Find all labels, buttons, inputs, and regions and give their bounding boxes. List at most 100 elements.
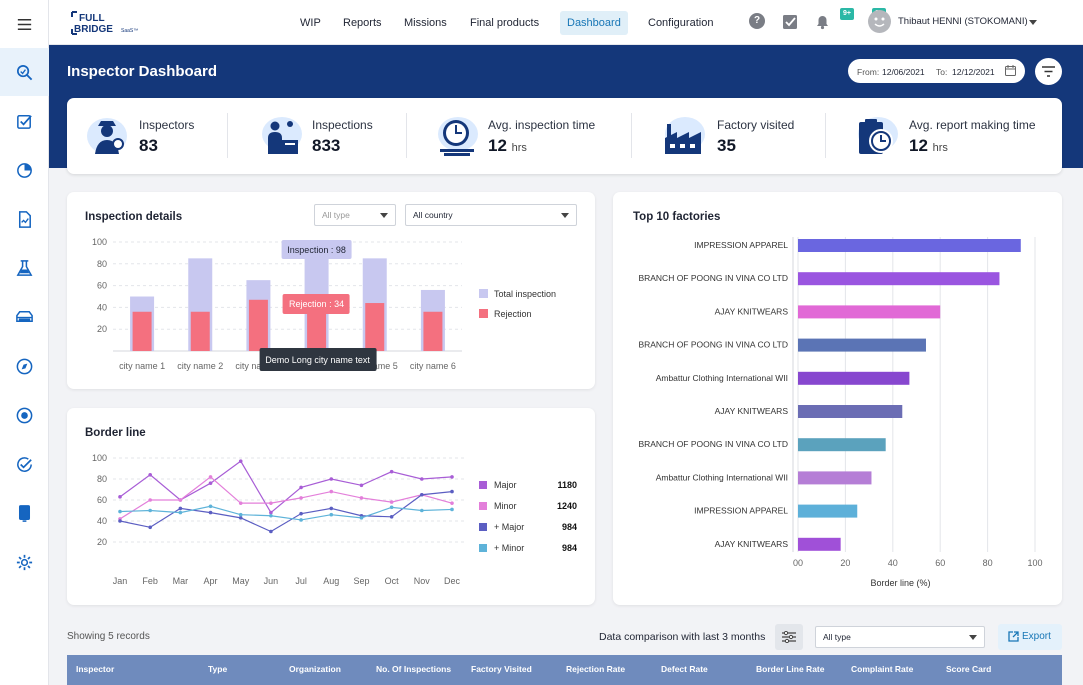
tasks-icon[interactable] xyxy=(782,13,799,30)
clock-icon xyxy=(438,117,478,156)
factory-bar xyxy=(798,438,886,452)
tasks-badge: 9+ xyxy=(840,8,854,20)
menu-icon[interactable] xyxy=(0,0,49,48)
factory-bar xyxy=(798,405,903,418)
app-logo[interactable]: FULL BRIDGE SaaS™ xyxy=(71,9,151,37)
kpi-unit: hrs xyxy=(932,142,948,154)
factory-label: BRANCH OF POONG IN VINA CO LTD xyxy=(638,439,788,449)
legend-label-total: Total inspection xyxy=(494,289,556,299)
kpi-unit: hrs xyxy=(511,142,527,154)
column-header-organization[interactable]: Organization xyxy=(289,664,341,674)
report-icon[interactable] xyxy=(0,195,49,243)
legend-swatch-rejection xyxy=(479,309,488,318)
factory-label: BRANCH OF POONG IN VINA CO LTD xyxy=(638,340,788,350)
series-point xyxy=(450,507,454,512)
nav-wip[interactable]: WIP xyxy=(300,17,321,29)
truck-icon[interactable] xyxy=(0,293,49,341)
table-type-select[interactable]: All type xyxy=(815,626,985,648)
series-point xyxy=(359,516,364,520)
column-header-score-card[interactable]: Score Card xyxy=(946,664,992,674)
kpi-inspectors: Inspectors 83 xyxy=(67,98,227,174)
nav-reports[interactable]: Reports xyxy=(343,17,382,29)
series-point xyxy=(450,475,454,479)
nav-configuration[interactable]: Configuration xyxy=(648,17,714,29)
series-point xyxy=(238,459,243,463)
legend-swatch xyxy=(479,502,487,510)
help-icon[interactable]: ? xyxy=(749,13,765,29)
legend-swatch xyxy=(479,523,487,531)
column-header-defect-rate[interactable]: Defect Rate xyxy=(661,664,708,674)
x-tick-label: city name 2 xyxy=(177,361,223,371)
device-icon[interactable] xyxy=(0,489,49,537)
series-point xyxy=(389,500,394,504)
x-tick-label: city name 6 xyxy=(410,361,456,371)
target-icon[interactable] xyxy=(0,391,49,439)
user-name[interactable]: Thibaut HENNI (STOKOMANI) xyxy=(898,16,1028,27)
date-range-picker[interactable]: From: 12/06/2021 To: 12/12/2021 xyxy=(848,59,1025,83)
settings-icon[interactable] xyxy=(0,538,49,586)
pie-chart-icon[interactable] xyxy=(0,146,49,194)
top-factories-title: Top 10 factories xyxy=(633,211,721,223)
x-tick-label: Nov xyxy=(414,576,431,586)
column-header-inspections[interactable]: No. Of Inspections xyxy=(376,664,452,674)
date-from-label: From: xyxy=(857,67,880,77)
nav-final-products[interactable]: Final products xyxy=(470,17,540,29)
series-point xyxy=(389,505,394,510)
legend-label: Minor xyxy=(494,501,517,511)
factory-bar xyxy=(798,537,841,551)
compass-icon[interactable] xyxy=(0,342,49,390)
series-point xyxy=(178,510,183,515)
factory-label: Ambattur Clothing International WII xyxy=(656,373,788,383)
y-tick-label: 60 xyxy=(97,281,107,291)
y-tick-label: 20 xyxy=(97,537,107,547)
x-tick-label: May xyxy=(232,576,250,586)
flask-icon[interactable] xyxy=(0,244,49,292)
series-point xyxy=(208,475,213,479)
legend-swatch xyxy=(479,544,487,552)
series-point xyxy=(148,508,152,513)
x-tick-label: Sep xyxy=(353,576,369,586)
comparison-settings-button[interactable] xyxy=(775,624,803,650)
x-tick-label: 40 xyxy=(888,558,898,568)
rejection-bar xyxy=(423,311,443,351)
series-line-1 xyxy=(119,476,453,520)
column-header-complaint-rate[interactable]: Complaint Rate xyxy=(851,664,914,674)
factory-label: BRANCH OF POONG IN VINA CO LTD xyxy=(638,273,788,283)
series-line-3 xyxy=(119,505,453,521)
column-header-factory-visited[interactable]: Factory Visited xyxy=(471,664,532,674)
kpi-value: 12 hrs xyxy=(488,136,527,155)
avatar[interactable] xyxy=(868,10,891,33)
nav-dashboard[interactable]: Dashboard xyxy=(560,11,628,35)
checklist-icon[interactable] xyxy=(0,97,49,145)
records-count: Showing 5 records xyxy=(67,631,150,642)
legend-value: 1180 xyxy=(557,480,577,490)
series-point xyxy=(118,509,122,514)
column-header-inspector[interactable]: Inspector xyxy=(76,664,115,674)
kpi-divider xyxy=(631,113,632,158)
series-point xyxy=(420,477,424,481)
nav-missions[interactable]: Missions xyxy=(404,17,447,29)
logo-line1: FULL xyxy=(79,13,105,24)
logo-line2: BRIDGE xyxy=(74,24,113,35)
filter-button[interactable] xyxy=(1035,58,1062,85)
check-circle-icon[interactable] xyxy=(0,440,49,488)
type-select[interactable]: All type xyxy=(314,204,396,226)
dashboard-search-icon[interactable] xyxy=(0,48,49,96)
top-bar: FULL BRIDGE SaaS™ WIP Reports Missions F… xyxy=(49,0,1083,45)
export-button[interactable]: Export xyxy=(998,624,1062,650)
column-header-border-line-rate[interactable]: Border Line Rate xyxy=(756,664,825,674)
user-menu-caret-icon[interactable] xyxy=(1029,20,1037,25)
kpi-card: Inspectors 83 Inspections 833 Avg. inspe… xyxy=(67,98,1062,174)
column-header-type[interactable]: Type xyxy=(208,664,228,674)
factory-label: AJAY KNITWEARS xyxy=(715,306,789,316)
series-point xyxy=(329,506,334,511)
bell-icon[interactable] xyxy=(814,13,831,30)
kpi-value: 35 xyxy=(717,136,736,155)
series-point xyxy=(269,513,273,518)
factory-label: AJAY KNITWEARS xyxy=(715,539,789,549)
inspector-icon xyxy=(87,118,127,154)
series-point xyxy=(178,506,183,511)
column-header-rejection-rate[interactable]: Rejection Rate xyxy=(566,664,626,674)
x-tick-label: Jun xyxy=(264,576,279,586)
country-select[interactable]: All country xyxy=(405,204,577,226)
